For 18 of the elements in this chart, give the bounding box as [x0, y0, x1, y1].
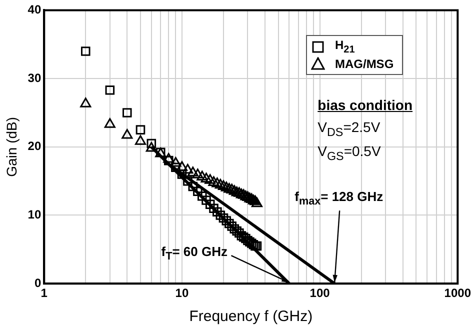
x-axis-title: Frequency f (GHz) [189, 308, 313, 326]
legend-label: MAG/MSG [334, 56, 394, 71]
x-tick-label: 10 [175, 286, 189, 300]
annotation: V$_{DS}$=2.5V [318, 118, 382, 141]
annotation: f$_{max}$= 128 GHz [294, 188, 384, 208]
annotation: f$_{T}$= 60 GHz [161, 244, 228, 262]
y-axis-title: Gain (dB) [3, 116, 20, 177]
y-tick-label: 0 [34, 276, 42, 290]
y-tick-label: 20 [28, 139, 42, 154]
y-tick-label: 10 [28, 208, 42, 222]
annotation: V$_{GS}$=0.5V [318, 142, 382, 165]
y-tick-label: 30 [28, 70, 42, 85]
x-tick-label: 100 [310, 286, 330, 300]
legend-label: H$_{21}$ [334, 38, 355, 56]
annotation: bias condition [318, 96, 413, 116]
x-tick-label: 1000 [444, 286, 472, 300]
x-tick-label: 1 [40, 286, 48, 300]
y-tick-label: 40 [28, 2, 42, 17]
